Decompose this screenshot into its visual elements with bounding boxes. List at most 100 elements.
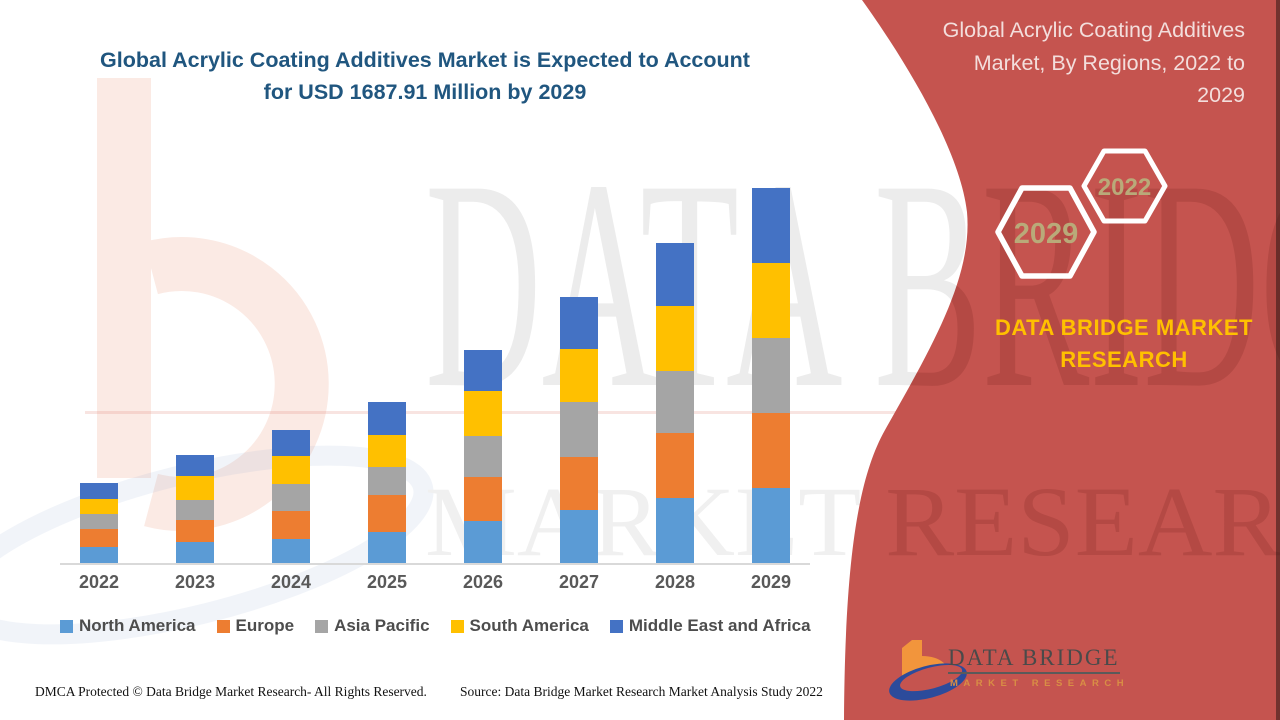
bar-segment-europe-2024 <box>272 511 310 539</box>
bar-segment-south-america-2022 <box>80 499 118 514</box>
legend-swatch-icon <box>450 619 464 633</box>
bar-segment-europe-2028 <box>656 433 694 498</box>
bar-segment-middle-east-and-africa-2027 <box>560 297 598 349</box>
bar-segment-europe-2029 <box>752 413 790 488</box>
legend-item-south-america: South America <box>450 616 589 636</box>
bar-segment-middle-east-and-africa-2024 <box>272 430 310 456</box>
side-panel-title-line1: Global Acrylic Coating Additives <box>942 18 1245 42</box>
legend-item-north-america: North America <box>60 616 196 636</box>
bar-segment-north-america-2025 <box>368 532 406 563</box>
bar-segment-europe-2027 <box>560 457 598 510</box>
x-axis-label-2028: 2028 <box>654 572 696 592</box>
side-panel-title: Global Acrylic Coating Additives Market,… <box>875 14 1245 112</box>
bar-2029 <box>752 188 790 563</box>
bar-segment-asia-pacific-2029 <box>752 338 790 413</box>
watermark-pink-line <box>85 411 950 414</box>
stacked-bar-chart <box>60 150 810 565</box>
bar-segment-asia-pacific-2022 <box>80 514 118 529</box>
logo-swoosh-inner-icon <box>900 664 963 692</box>
logo-title: DATA BRIDGE <box>948 645 1120 674</box>
bar-segment-middle-east-and-africa-2029 <box>752 188 790 263</box>
legend-item-middle-east-and-africa: Middle East and Africa <box>609 616 811 636</box>
chart-bars <box>60 150 810 563</box>
bar-segment-europe-2026 <box>464 477 502 521</box>
watermark-b-bowl <box>144 237 329 531</box>
x-axis-label-2024: 2024 <box>270 572 312 592</box>
footer-dmca-text: DMCA Protected © Data Bridge Market Rese… <box>35 684 427 699</box>
x-axis-label-2026: 2026 <box>462 572 504 592</box>
x-axis-labels: 2022 2023 2024 2025 2026 2027 2028 2029 <box>60 572 810 593</box>
legend-swatch-icon <box>60 619 73 633</box>
bar-2023 <box>176 455 214 563</box>
bar-segment-north-america-2022 <box>80 547 118 563</box>
side-panel-watermark-line2: MARKET RESEARCH <box>425 466 1280 577</box>
bar-segment-middle-east-and-africa-2026 <box>464 350 502 391</box>
legend-swatch-icon <box>609 619 623 633</box>
legend-item-europe: Europe <box>216 616 294 636</box>
legend-label: Asia Pacific <box>334 616 430 635</box>
chart-legend: North America Europe Asia Pacific South Ame… <box>60 616 840 636</box>
bar-segment-south-america-2028 <box>656 306 694 371</box>
bar-segment-north-america-2027 <box>560 510 598 563</box>
legend-item-asia-pacific: Asia Pacific <box>315 616 430 636</box>
bar-segment-europe-2022 <box>80 529 118 547</box>
page-title-line2: for USD 1687.91 Million by 2029 <box>263 80 587 104</box>
bar-segment-middle-east-and-africa-2022 <box>80 483 118 499</box>
side-panel-title-line3: 2029 <box>1197 83 1245 107</box>
legend-swatch-icon <box>216 619 230 633</box>
x-axis-label-2029: 2029 <box>750 572 792 592</box>
x-axis-label-2027: 2027 <box>558 572 600 592</box>
bar-segment-north-america-2029 <box>752 488 790 563</box>
bar-segment-south-america-2027 <box>560 349 598 402</box>
legend-swatch-icon <box>315 619 329 633</box>
side-panel-shape <box>844 0 1280 720</box>
bar-segment-north-america-2024 <box>272 539 310 563</box>
side-panel-title-line2: Market, By Regions, 2022 to <box>973 50 1245 75</box>
bar-segment-asia-pacific-2023 <box>176 500 214 520</box>
hexagon-2029-outline <box>995 185 1097 279</box>
bar-2028 <box>656 243 694 563</box>
bar-segment-south-america-2025 <box>368 435 406 467</box>
legend-label: Middle East and Africa <box>628 616 811 635</box>
hexagon-label-2022: 2022 <box>1097 174 1152 201</box>
hexagon-2022-outline <box>1081 148 1168 224</box>
bar-2025 <box>368 402 406 563</box>
bar-segment-south-america-2026 <box>464 391 502 436</box>
bar-segment-europe-2023 <box>176 520 214 542</box>
bar-segment-south-america-2024 <box>272 456 310 484</box>
bar-2027 <box>560 297 598 563</box>
watermark-b-stem <box>97 78 151 478</box>
bar-segment-north-america-2028 <box>656 498 694 563</box>
bar-segment-middle-east-and-africa-2023 <box>176 455 214 476</box>
bar-segment-middle-east-and-africa-2028 <box>656 243 694 306</box>
bar-segment-asia-pacific-2025 <box>368 467 406 495</box>
bar-segment-asia-pacific-2027 <box>560 402 598 457</box>
logo-subtitle: MARKET RESEARCH <box>950 678 1130 689</box>
bar-segment-europe-2025 <box>368 495 406 532</box>
brand-text: DATA BRIDGE MARKET RESEARCH <box>974 312 1274 376</box>
bar-segment-middle-east-and-africa-2025 <box>368 402 406 435</box>
x-axis-label-2022: 2022 <box>78 572 120 592</box>
bar-segment-asia-pacific-2024 <box>272 484 310 511</box>
bar-segment-asia-pacific-2028 <box>656 371 694 433</box>
brand-text-line2: RESEARCH <box>1060 347 1188 372</box>
page-title-line1: Global Acrylic Coating Additives Market … <box>100 48 750 72</box>
bar-2026 <box>464 350 502 563</box>
x-axis-label-2025: 2025 <box>366 572 408 592</box>
x-axis-label-2023: 2023 <box>174 572 216 592</box>
bar-segment-asia-pacific-2026 <box>464 436 502 477</box>
bar-2022 <box>80 483 118 563</box>
footer-source-text: Source: Data Bridge Market Research Mark… <box>460 684 823 699</box>
bar-segment-north-america-2026 <box>464 521 502 563</box>
legend-label: North America <box>79 616 196 635</box>
hexagon-label-2029: 2029 <box>1013 218 1079 250</box>
legend-label: South America <box>469 616 589 635</box>
page-title: Global Acrylic Coating Additives Market … <box>80 44 770 108</box>
bar-segment-south-america-2029 <box>752 263 790 338</box>
bar-2024 <box>272 430 310 563</box>
panel-right-edge-shade <box>1276 0 1280 720</box>
bar-segment-north-america-2023 <box>176 542 214 563</box>
watermark-swoosh <box>0 445 434 645</box>
brand-text-line1: DATA BRIDGE MARKET <box>995 315 1253 340</box>
